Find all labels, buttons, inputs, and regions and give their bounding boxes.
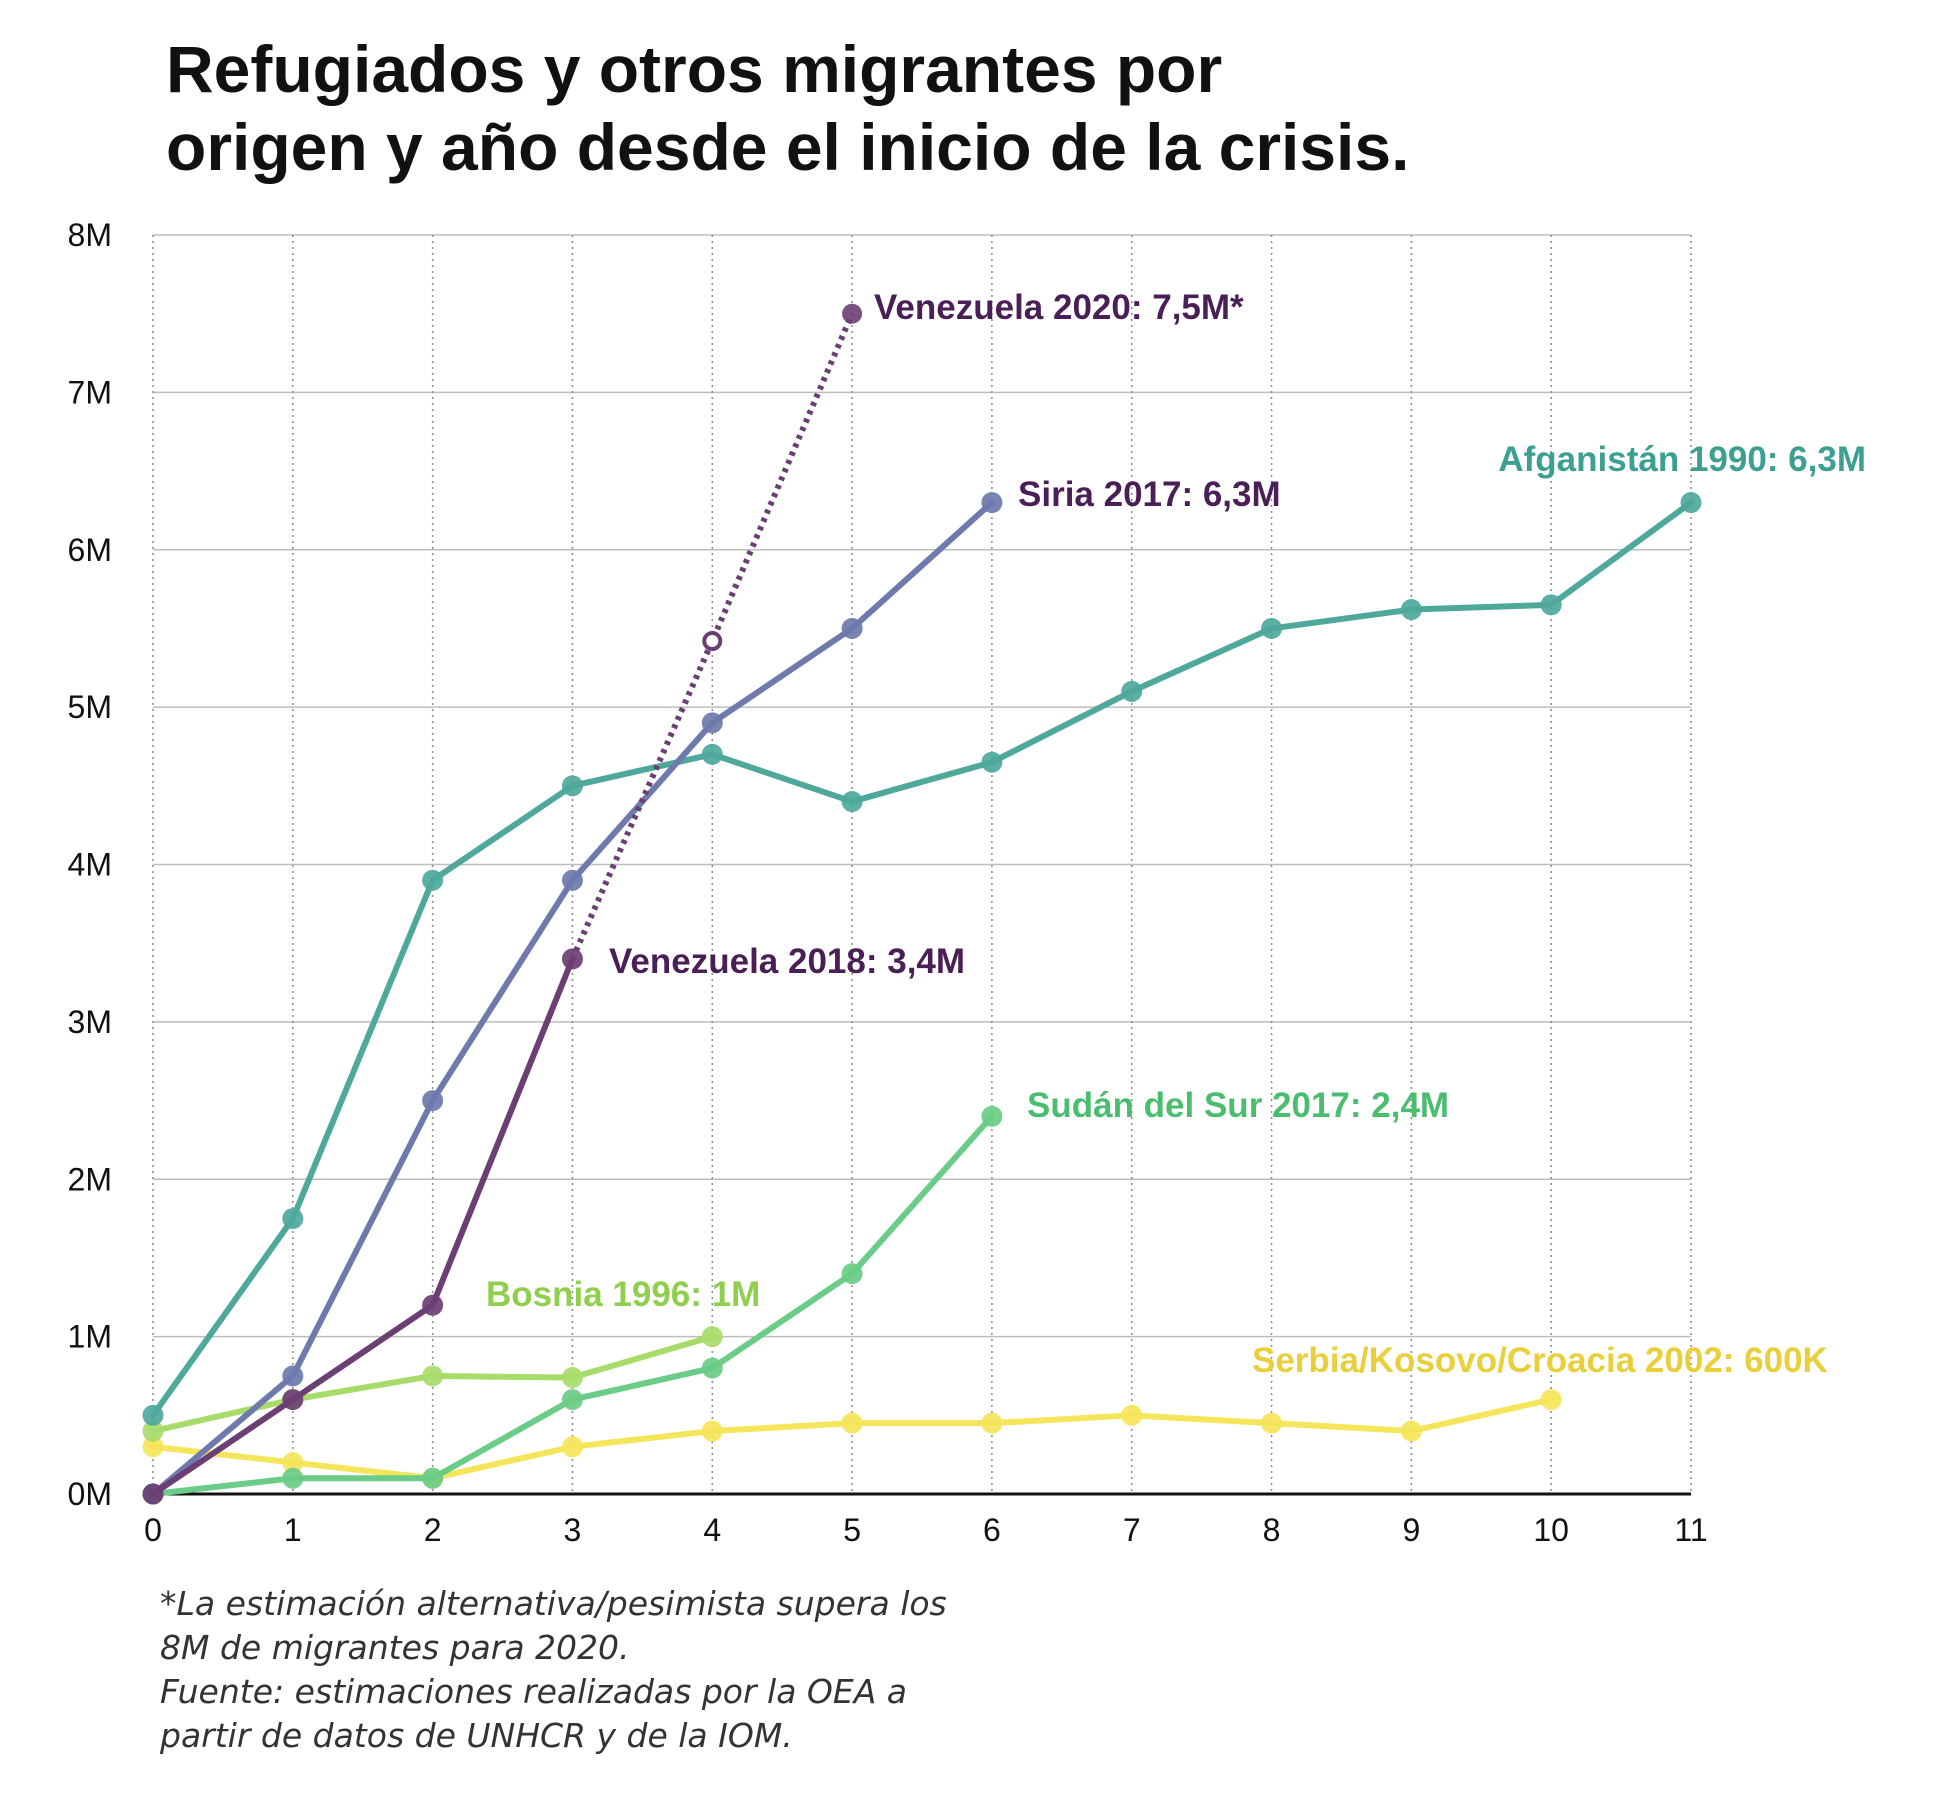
venezuela-label: Venezuela 2018: 3,4M [609,942,965,981]
venezuela-series-line [150,955,576,1497]
x-tick-label: 7 [1123,1512,1141,1548]
footnote-line-3: Fuente: estimaciones realizadas por la O… [160,1672,908,1711]
afganistan-data-point [561,775,583,797]
siria-data-point [282,1365,304,1387]
x-tick-label: 8 [1263,1512,1281,1548]
bosnia-data-point [561,1367,583,1389]
venezuela-data-point [142,1483,164,1505]
grid [152,234,1692,1494]
serbia-data-point [1121,1404,1143,1426]
venezuela-projection-point [842,303,863,324]
x-tick-label: 2 [424,1512,442,1548]
serbia-data-point [1261,1412,1283,1434]
sudan-label: Sudán del Sur 2017: 2,4M [1027,1086,1449,1125]
sudan-data-point [981,1105,1003,1127]
x-tick-label: 10 [1533,1512,1569,1548]
afganistan-label: Afganistán 1990: 6,3M [1498,440,1866,479]
y-tick-label: 2M [68,1161,112,1197]
venezuela-projection-point-hollow [702,631,723,652]
afganistan-data-point [1121,680,1143,702]
chart-title-line-2: origen y año desde el inicio de la crisi… [166,110,1410,184]
venezuela-data-point [561,948,583,970]
sudan-data-point [701,1357,723,1379]
y-tick-label: 4M [68,847,112,883]
serbia-data-point [1540,1389,1562,1411]
venezuela-data-point [282,1389,304,1411]
afganistan-data-point [282,1208,304,1230]
siria-data-point [422,1090,444,1112]
afganistan-series-line [150,499,1694,1419]
x-tick-label: 1 [284,1512,302,1548]
y-tick-label: 5M [68,689,112,725]
y-tick-label: 7M [68,374,112,410]
siria-label: Siria 2017: 6,3M [1018,475,1281,514]
bosnia-data-point [701,1326,723,1348]
x-tick-label: 3 [564,1512,582,1548]
x-tick-label: 4 [703,1512,721,1548]
bosnia-data-point [142,1420,164,1442]
serbia-data-point [561,1436,583,1458]
sudan-data-point [282,1467,304,1489]
y-tick-label: 3M [68,1004,112,1040]
siria-data-point [561,869,583,891]
afganistan-data-point [701,743,723,765]
series-group [142,303,1702,1505]
x-tick-label: 0 [144,1512,162,1548]
chart-title-line-1: Refugiados y otros migrantes por [166,32,1223,106]
footnote-line-4: partir de datos de UNHCR y de la IOM. [160,1716,793,1755]
siria-data-point [841,617,863,639]
venezuela-data-point [422,1294,444,1316]
afganistan-data-point [1261,617,1283,639]
siria-data-point [981,492,1003,514]
chart-title: Refugiados y otros migrantes por origen … [166,30,1766,186]
afganistan-data-point [841,791,863,813]
x-tick-label: 5 [843,1512,861,1548]
bosnia-data-point [422,1365,444,1387]
y-tick-label: 1M [68,1319,112,1355]
x-tick-label: 9 [1402,1512,1420,1548]
x-tick-label: 11 [1674,1512,1707,1548]
y-tick-label: 0M [68,1476,112,1512]
axes: 0M 1M 2M 3M 4M 5M 6M 7M 8M 0 1 2 3 4 5 6 7 8 9 10 11 [68,217,1708,1548]
x-tick-label: 6 [983,1512,1001,1548]
footnote-line-1: *La estimación alternativa/pesimista sup… [160,1584,947,1623]
serbia-data-point [841,1412,863,1434]
serbia-data-point [282,1452,304,1474]
sudan-data-point [422,1467,444,1489]
siria-data-point [701,712,723,734]
footnote-line-2: 8M de migrantes para 2020. [160,1628,630,1667]
y-tick-label: 8M [68,217,112,253]
footnote: *La estimación alternativa/pesimista sup… [160,1582,1060,1758]
serbia-data-point [701,1420,723,1442]
series-labels: Serbia/Kosovo/Croacia 2002: 600K Bosnia 1… [486,288,1866,1380]
afganistan-data-point [142,1404,164,1426]
venezuela-projection-label: Venezuela 2020: 7,5M* [874,288,1244,327]
y-tick-label: 6M [68,532,112,568]
afganistan-data-point [1680,492,1702,514]
afganistan-data-point [422,869,444,891]
afganistan-data-point [981,751,1003,773]
afganistan-data-point [1540,594,1562,616]
serbia-data-point [142,1436,164,1458]
serbia-data-point [981,1412,1003,1434]
sudan-data-point [561,1389,583,1411]
serbia-data-point [1400,1420,1422,1442]
serbia-label: Serbia/Kosovo/Croacia 2002: 600K [1252,1341,1828,1380]
sudan-data-point [841,1263,863,1285]
bosnia-label: Bosnia 1996: 1M [486,1275,760,1314]
afganistan-data-point [1400,599,1422,621]
